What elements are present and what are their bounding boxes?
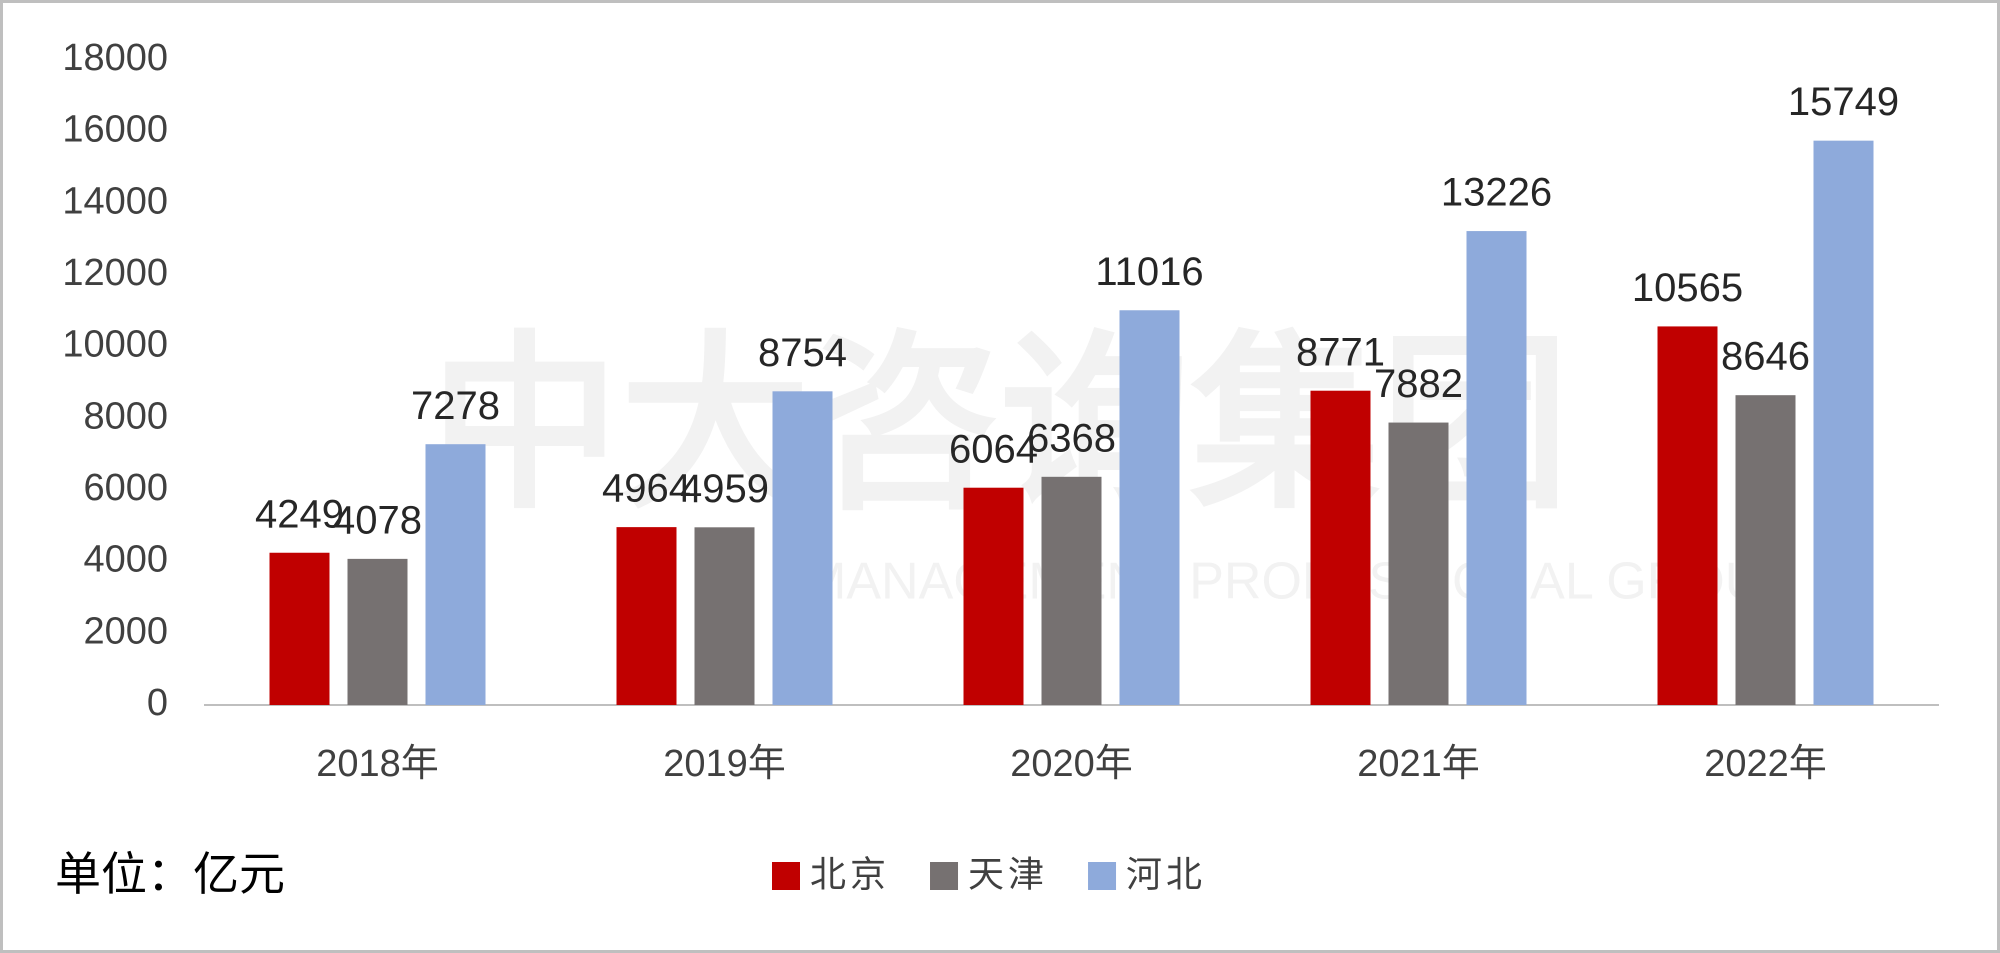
bar: [694, 527, 755, 705]
data-label: 10565: [1632, 266, 1743, 310]
y-tick-label: 2000: [83, 610, 168, 652]
bar: [1119, 310, 1180, 705]
data-label: 8646: [1721, 335, 1810, 379]
bar: [1735, 395, 1796, 705]
data-label: 7278: [411, 384, 500, 428]
legend-swatch: [772, 862, 800, 890]
data-label: 4959: [680, 467, 769, 511]
data-label: 8771: [1296, 330, 1385, 374]
x-tick-label: 2022年: [1704, 743, 1827, 785]
y-tick-label: 18000: [62, 37, 168, 79]
data-label: 7882: [1374, 362, 1463, 406]
legend-label: 河北: [1126, 854, 1206, 895]
y-tick-label: 12000: [62, 252, 168, 294]
y-tick-label: 4000: [83, 539, 168, 581]
bar: [772, 391, 833, 705]
legend-swatch: [1088, 862, 1117, 890]
data-label: 11016: [1095, 250, 1203, 294]
x-tick-label: 2020年: [1010, 743, 1133, 785]
unit-label: 单位：亿元: [55, 848, 285, 900]
legend-label: 天津: [968, 854, 1048, 895]
data-label: 6368: [1027, 416, 1116, 460]
bar: [1466, 231, 1527, 705]
watermark-subtitle: MANAGEMENT PROFESSIONAL GROUP: [803, 553, 1797, 611]
data-label: 4964: [602, 467, 691, 511]
bar: [616, 527, 677, 705]
data-label: 6064: [949, 427, 1038, 471]
bar: [1041, 476, 1102, 705]
x-tick-label: 2018年: [316, 743, 439, 785]
y-tick-label: 0: [147, 682, 168, 724]
data-label: 4249: [255, 492, 344, 536]
y-tick-label: 8000: [83, 395, 168, 437]
y-tick-label: 6000: [83, 467, 168, 509]
bar: [1813, 140, 1874, 705]
bar: [347, 558, 408, 705]
bar: [963, 487, 1024, 705]
x-tick-label: 2019年: [663, 743, 786, 785]
bar: [425, 444, 486, 705]
data-label: 4078: [333, 498, 422, 542]
y-tick-label: 14000: [62, 180, 168, 222]
y-tick-label: 16000: [62, 109, 168, 151]
bar: [1388, 422, 1449, 705]
data-label: 8754: [758, 331, 847, 375]
bar: [269, 552, 330, 705]
legend-label: 北京: [810, 854, 890, 895]
x-tick-label: 2021年: [1357, 743, 1480, 785]
legend-swatch: [930, 862, 959, 890]
y-tick-label: 10000: [62, 324, 168, 366]
bar: [1310, 390, 1371, 705]
data-label: 13226: [1441, 171, 1552, 215]
bar: [1657, 326, 1718, 705]
data-label: 15749: [1788, 80, 1899, 124]
